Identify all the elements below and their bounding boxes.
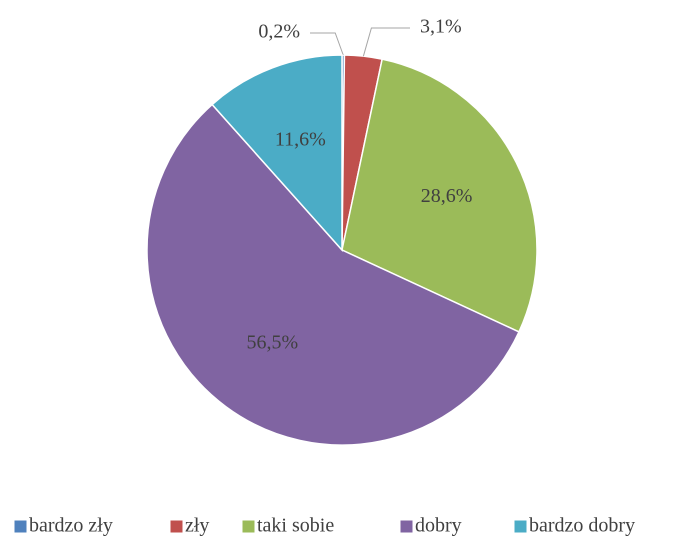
leader-line xyxy=(362,27,410,57)
legend-swatch xyxy=(169,519,184,534)
legend-swatch xyxy=(241,519,256,534)
data-label: 56,5% xyxy=(247,332,299,354)
legend-swatch xyxy=(13,519,28,534)
data-label: 3,1% xyxy=(420,16,462,38)
pie-slice xyxy=(211,54,343,252)
leader-line xyxy=(310,32,344,56)
legend-label: zły xyxy=(185,515,209,537)
legend-label: taki sobie xyxy=(257,515,334,537)
pie-slice xyxy=(146,103,520,446)
legend-label: bardzo zły xyxy=(29,515,113,537)
legend-swatch xyxy=(513,519,528,534)
legend-swatch xyxy=(399,519,414,534)
data-label: 28,6% xyxy=(421,185,473,207)
data-label: 11,6% xyxy=(275,128,326,150)
legend-label: dobry xyxy=(415,515,462,537)
pie-slice xyxy=(341,58,538,333)
data-label: 0,2% xyxy=(258,21,300,43)
legend-label: bardzo dobry xyxy=(529,515,635,537)
